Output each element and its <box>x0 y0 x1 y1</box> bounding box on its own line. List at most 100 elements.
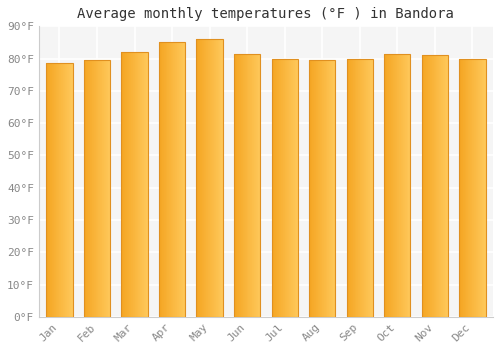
Bar <box>326 60 327 317</box>
Bar <box>252 54 253 317</box>
Bar <box>61 63 62 317</box>
Bar <box>428 55 429 317</box>
Bar <box>328 60 329 317</box>
Bar <box>109 60 110 317</box>
Bar <box>56 63 57 317</box>
Bar <box>329 60 330 317</box>
Bar <box>204 39 205 317</box>
Bar <box>387 54 388 317</box>
Bar <box>391 54 392 317</box>
Bar <box>396 54 398 317</box>
Bar <box>107 60 108 317</box>
Bar <box>274 58 275 317</box>
Bar <box>238 54 240 317</box>
Bar <box>248 54 249 317</box>
Bar <box>385 54 386 317</box>
Bar <box>288 58 290 317</box>
Bar <box>236 54 238 317</box>
Bar <box>424 55 425 317</box>
Bar <box>476 58 477 317</box>
Bar <box>217 39 218 317</box>
Bar <box>462 58 463 317</box>
Bar <box>244 54 245 317</box>
Bar <box>206 39 207 317</box>
Bar <box>174 42 176 317</box>
Bar <box>172 42 174 317</box>
Bar <box>470 58 471 317</box>
Bar <box>130 52 132 317</box>
Bar <box>405 54 406 317</box>
Bar <box>468 58 469 317</box>
Bar <box>433 55 434 317</box>
Bar <box>97 60 98 317</box>
Bar <box>243 54 244 317</box>
Bar <box>199 39 200 317</box>
Bar <box>53 63 54 317</box>
Bar <box>460 58 485 317</box>
Bar <box>136 52 137 317</box>
Bar <box>369 58 370 317</box>
Bar <box>93 60 94 317</box>
Bar <box>430 55 431 317</box>
Bar <box>316 60 317 317</box>
Bar <box>477 58 478 317</box>
Bar <box>358 58 359 317</box>
Bar <box>350 58 351 317</box>
Bar <box>460 58 461 317</box>
Bar <box>400 54 402 317</box>
Bar <box>365 58 366 317</box>
Bar <box>465 58 466 317</box>
Bar <box>463 58 464 317</box>
Bar <box>85 60 86 317</box>
Bar <box>354 58 355 317</box>
Bar <box>139 52 140 317</box>
Bar <box>171 42 172 317</box>
Bar <box>124 52 126 317</box>
Bar <box>165 42 166 317</box>
Bar <box>221 39 222 317</box>
Bar <box>323 60 324 317</box>
Bar <box>168 42 169 317</box>
Bar <box>84 60 110 317</box>
Bar <box>256 54 257 317</box>
Bar <box>64 63 66 317</box>
Bar <box>272 58 273 317</box>
Bar <box>100 60 101 317</box>
Bar <box>102 60 103 317</box>
Bar <box>164 42 165 317</box>
Bar <box>442 55 443 317</box>
Bar <box>441 55 442 317</box>
Bar <box>284 58 286 317</box>
Bar <box>89 60 90 317</box>
Bar <box>362 58 363 317</box>
Bar <box>245 54 246 317</box>
Bar <box>275 58 276 317</box>
Bar <box>367 58 368 317</box>
Bar <box>309 60 336 317</box>
Bar <box>250 54 251 317</box>
Bar <box>346 58 348 317</box>
Bar <box>88 60 89 317</box>
Bar <box>278 58 279 317</box>
Bar <box>356 58 357 317</box>
Bar <box>142 52 143 317</box>
Bar <box>52 63 53 317</box>
Bar <box>482 58 483 317</box>
Bar <box>319 60 320 317</box>
Bar <box>163 42 164 317</box>
Bar <box>315 60 316 317</box>
Bar <box>469 58 470 317</box>
Bar <box>216 39 217 317</box>
Bar <box>137 52 138 317</box>
Bar <box>321 60 322 317</box>
Bar <box>296 58 297 317</box>
Bar <box>280 58 281 317</box>
Bar <box>436 55 437 317</box>
Bar <box>472 58 473 317</box>
Bar <box>180 42 182 317</box>
Bar <box>427 55 428 317</box>
Bar <box>145 52 146 317</box>
Bar <box>212 39 213 317</box>
Bar <box>404 54 405 317</box>
Bar <box>60 63 61 317</box>
